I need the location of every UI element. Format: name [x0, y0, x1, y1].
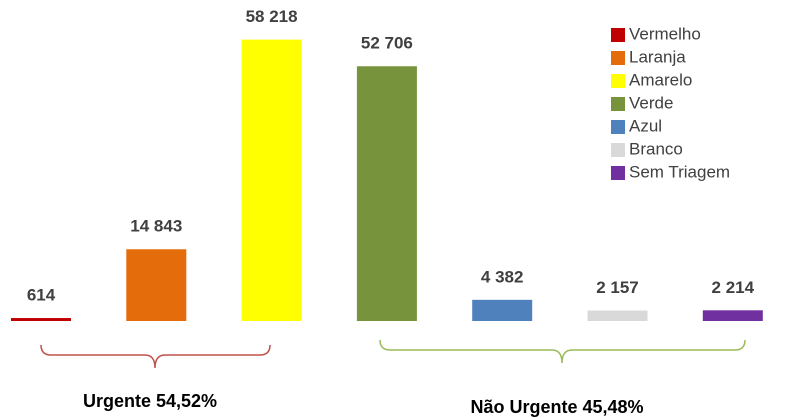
non-urgent-brace [379, 339, 746, 364]
value-label: 52 706 [361, 34, 413, 53]
legend-swatch [611, 51, 625, 65]
annotation: Não Urgente 45,48% [470, 397, 643, 417]
legend-label: Laranja [629, 47, 686, 66]
bar [356, 66, 417, 321]
legend-swatch [611, 143, 625, 157]
legend-swatch [611, 166, 625, 180]
bar [587, 310, 648, 321]
legend-swatch [611, 28, 625, 42]
legend-label: Branco [629, 139, 683, 158]
legend-swatch [611, 120, 625, 134]
legend-label: Sem Triagem [629, 162, 730, 181]
bar [126, 249, 187, 321]
bar [241, 39, 302, 321]
legend-label: Azul [629, 116, 662, 135]
bar [472, 299, 533, 321]
bar [11, 318, 71, 321]
legend-label: Vermelho [629, 24, 701, 43]
value-label: 2 157 [596, 278, 639, 297]
value-label: 58 218 [246, 7, 298, 26]
bar [702, 310, 763, 321]
value-label: 2 214 [712, 278, 755, 297]
urgent-brace [40, 344, 271, 369]
value-label: 614 [27, 286, 56, 305]
value-label: 14 843 [130, 217, 182, 236]
legend-label: Amarelo [629, 70, 692, 89]
legend-swatch [611, 74, 625, 88]
annotation: Urgente 54,52% [83, 391, 217, 411]
legend-swatch [611, 97, 625, 111]
value-label: 4 382 [481, 267, 524, 286]
legend-label: Verde [629, 93, 673, 112]
